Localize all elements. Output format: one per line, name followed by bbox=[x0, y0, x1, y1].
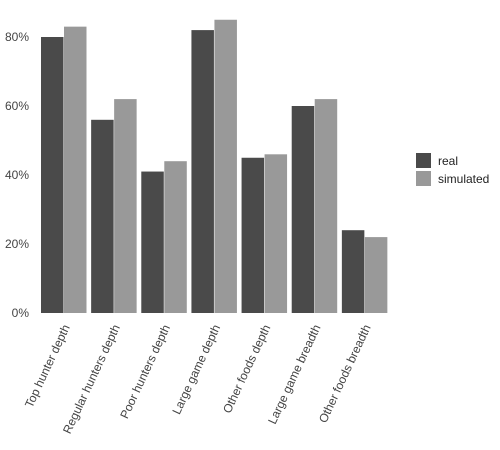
category-label: Other foods breadth bbox=[316, 322, 374, 425]
bars bbox=[41, 19, 388, 314]
category-label: Regular hunters depth bbox=[60, 322, 123, 436]
bar-simulated bbox=[164, 161, 187, 313]
legend: real simulated bbox=[416, 153, 489, 186]
bar-simulated bbox=[214, 19, 237, 313]
bar-simulated bbox=[364, 237, 388, 313]
y-tick-label: 20% bbox=[5, 237, 29, 251]
legend-swatch bbox=[416, 153, 431, 168]
bar-real bbox=[291, 106, 315, 313]
bar-real bbox=[341, 230, 365, 313]
category-label: Top hunter depth bbox=[22, 322, 73, 410]
y-tick-label: 0% bbox=[12, 306, 30, 320]
bar-real bbox=[141, 171, 164, 313]
bar-simulated bbox=[114, 99, 137, 313]
category-label: Large game depth bbox=[169, 322, 223, 416]
legend-label: real bbox=[438, 154, 458, 168]
bar-simulated bbox=[264, 154, 288, 313]
legend-label: simulated bbox=[438, 172, 489, 186]
y-axis: 0% 20% 40% 60% 80% bbox=[5, 30, 29, 320]
legend-swatch bbox=[416, 171, 431, 186]
y-tick-label: 40% bbox=[5, 168, 29, 182]
category-label: Poor hunters depth bbox=[117, 322, 173, 420]
category-label: Large game breadth bbox=[265, 322, 323, 426]
bar-simulated bbox=[314, 99, 338, 313]
y-tick-label: 60% bbox=[5, 99, 29, 113]
bar-real bbox=[191, 30, 214, 313]
category-label: Other foods depth bbox=[220, 322, 273, 415]
bar-real bbox=[241, 157, 265, 313]
bar-real bbox=[91, 119, 114, 313]
bar-real bbox=[41, 37, 64, 313]
bar-simulated bbox=[64, 26, 87, 314]
y-tick-label: 80% bbox=[5, 30, 29, 44]
